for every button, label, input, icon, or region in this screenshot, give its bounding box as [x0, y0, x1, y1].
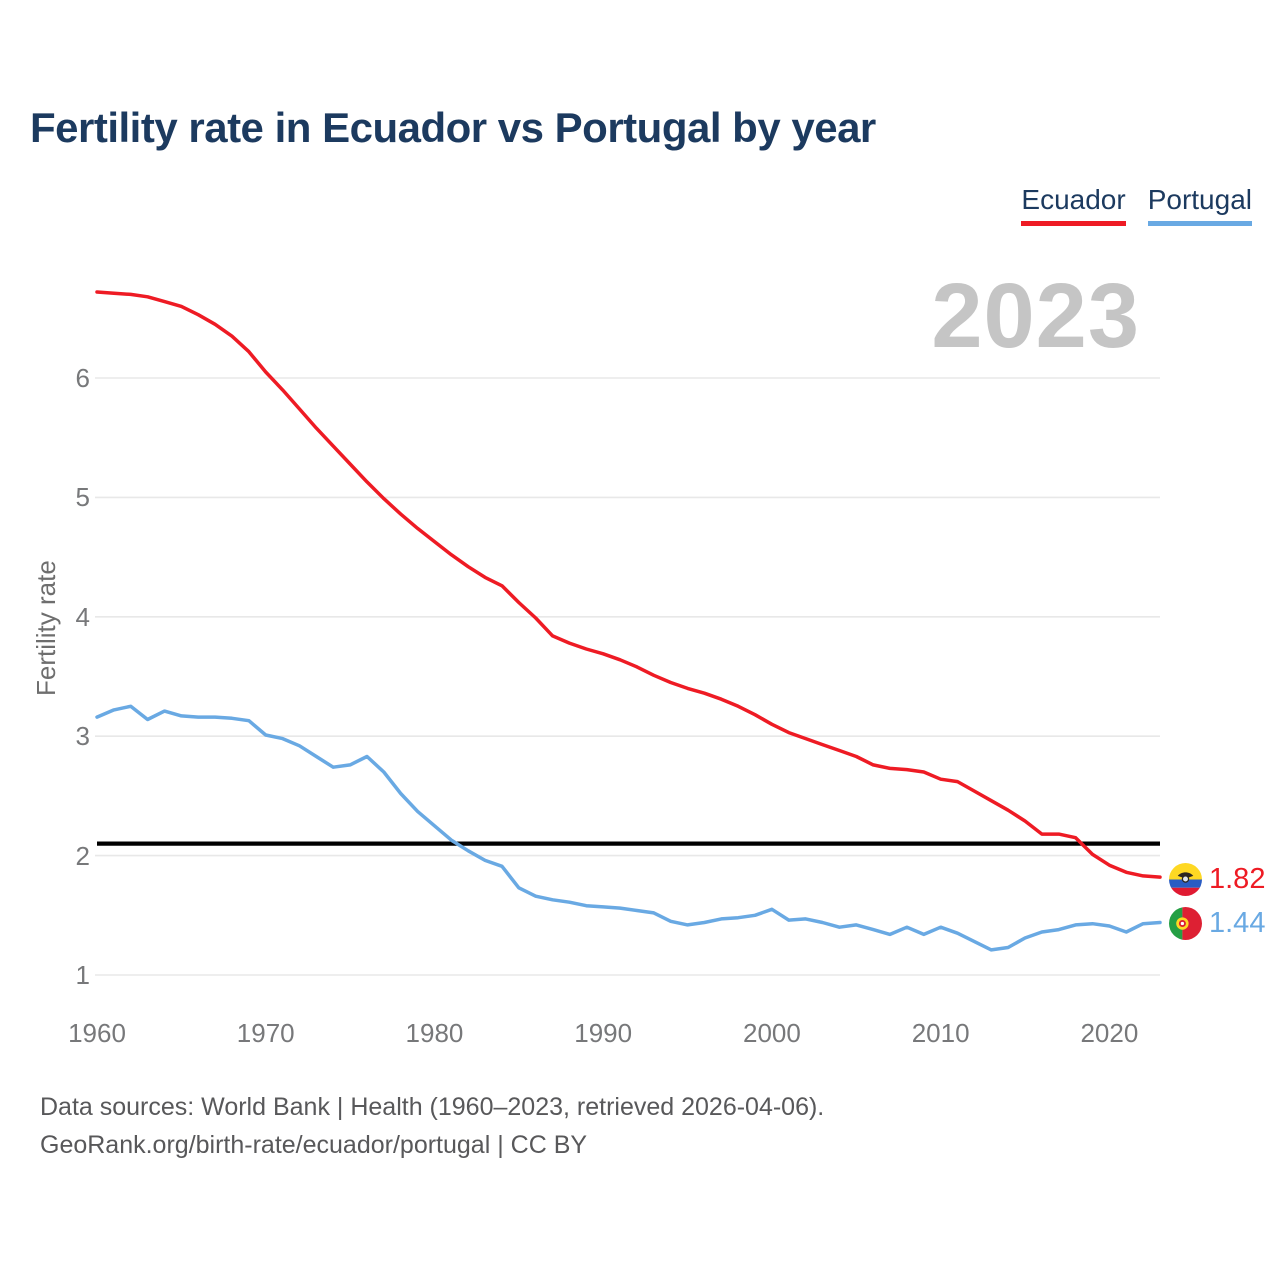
footer-line-2: GeoRank.org/birth-rate/ecuador/portugal …: [40, 1131, 588, 1159]
x-tick-label: 2010: [911, 1018, 970, 1048]
y-tick-label: 2: [75, 840, 90, 871]
x-tick-label: 2020: [1080, 1018, 1139, 1048]
legend-item-ecuador[interactable]: Ecuador: [1021, 184, 1126, 226]
y-tick-label: 6: [75, 363, 90, 393]
series-end-value-portugal: 1.44: [1209, 907, 1266, 939]
x-tick-label: 1990: [574, 1018, 633, 1048]
portugal-flag-icon: [1169, 906, 1202, 940]
x-tick-label: 2000: [742, 1018, 801, 1048]
footer-line-1: Data sources: World Bank | Health (1960–…: [40, 1093, 825, 1121]
x-tick-label: 1960: [68, 1018, 126, 1048]
ecuador-flag-icon: [1169, 862, 1202, 896]
y-tick-label: 4: [75, 601, 90, 632]
y-tick-label: 1: [75, 960, 90, 990]
data-source-note: Data sources: World Bank | Health (1960–…: [40, 1088, 824, 1164]
x-tick-label: 1980: [405, 1018, 464, 1048]
series-end-label-ecuador: 1.82: [1169, 862, 1266, 896]
y-tick-label: 3: [75, 721, 90, 752]
legend: Ecuador Portugal: [1021, 184, 1252, 226]
y-tick-label: 5: [75, 482, 90, 513]
x-tick-label: 1970: [236, 1018, 295, 1048]
series-line-ecuador: [95, 290, 1162, 879]
page-title: Fertility rate in Ecuador vs Portugal by…: [30, 104, 876, 151]
year-watermark: 2023: [931, 265, 1140, 367]
series-end-value-ecuador: 1.82: [1209, 863, 1266, 895]
series-end-label-portugal: 1.44: [1169, 906, 1266, 940]
series-line-portugal: [95, 704, 1162, 952]
legend-item-portugal[interactable]: Portugal: [1147, 184, 1252, 226]
